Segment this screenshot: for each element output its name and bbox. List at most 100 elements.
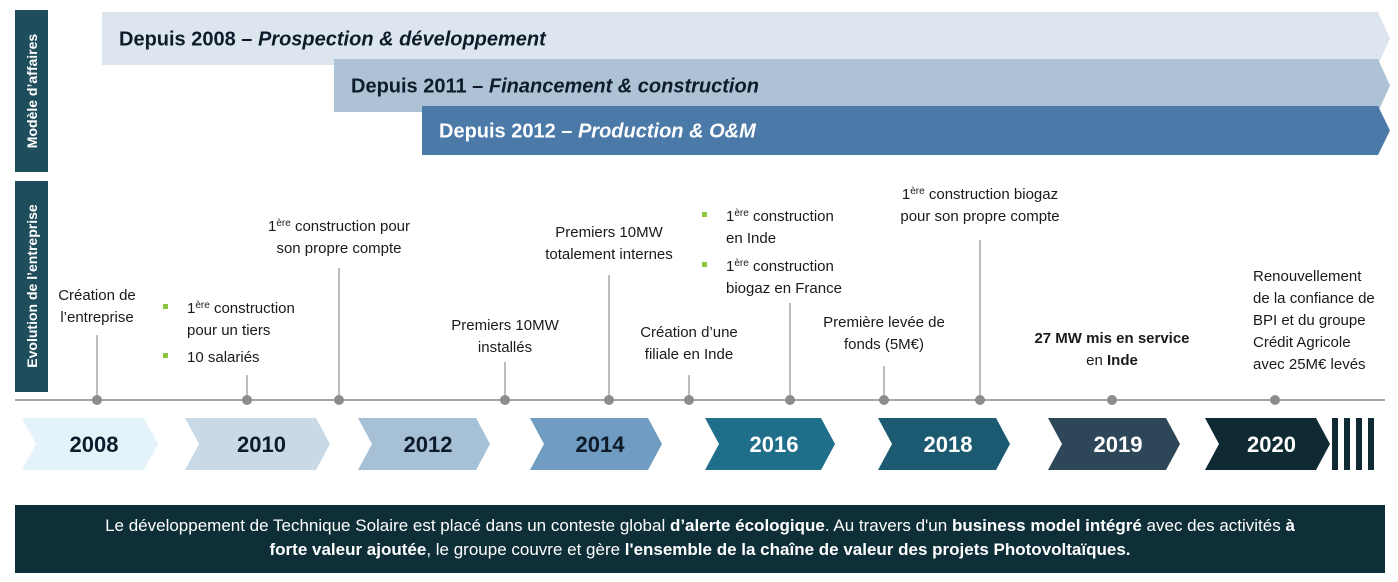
- event-dot: [785, 395, 795, 405]
- event-text: totalement internes: [545, 246, 673, 263]
- text-run: construction: [749, 258, 834, 275]
- superscript: ère: [195, 300, 210, 311]
- event-dot: [242, 395, 252, 405]
- event-text: 1ère construction: [726, 258, 834, 276]
- footer-text: Le développement de Technique Solaire es…: [105, 516, 1295, 535]
- text-run: d’alerte écologique: [670, 516, 825, 535]
- event-text: fonds (5M€): [844, 336, 924, 353]
- bullet-marker: [702, 262, 707, 267]
- bullet-marker: [702, 212, 707, 217]
- text-run: filiale en Inde: [645, 346, 733, 363]
- text-run: 10 salariés: [187, 349, 260, 366]
- event-text: 1ère construction biogaz: [902, 186, 1058, 204]
- footer-box: [15, 505, 1385, 573]
- event-text: en Inde: [726, 230, 776, 247]
- event-text: BPI et du groupe: [1253, 312, 1366, 329]
- business-activity: Production & O&M: [578, 121, 757, 143]
- year-chevron: [530, 418, 662, 470]
- event-text: son propre compte: [276, 240, 401, 257]
- text-run: à: [1285, 516, 1295, 535]
- event-text: Première levée de: [823, 314, 945, 331]
- text-run: installés: [478, 339, 532, 356]
- text-run: biogaz en France: [726, 280, 842, 297]
- stripe: [1332, 418, 1338, 470]
- text-run: 1: [187, 300, 195, 317]
- text-run: Création d’une: [640, 324, 738, 341]
- business-bar: [334, 59, 1390, 112]
- stripe: [1356, 418, 1362, 470]
- year-label: 2014: [576, 432, 626, 457]
- text-run: l'ensemble de la chaîne de valeur des pr…: [625, 540, 1131, 559]
- text-run: 1: [726, 258, 734, 275]
- event-text: filiale en Inde: [645, 346, 733, 363]
- event-dot: [1107, 395, 1117, 405]
- event-text: Renouvellement: [1253, 268, 1362, 285]
- event-text: pour son propre compte: [900, 208, 1059, 225]
- year-chevron: [705, 418, 835, 470]
- superscript: ère: [910, 186, 925, 197]
- text-run: 1: [726, 208, 734, 225]
- event-text: pour un tiers: [187, 322, 270, 339]
- text-run: Le développement de Technique Solaire es…: [105, 516, 670, 535]
- business-label: Depuis 2008 – Prospection & développemen…: [119, 29, 547, 51]
- year-label: 2020: [1247, 432, 1296, 457]
- text-run: BPI et du groupe: [1253, 312, 1366, 329]
- superscript: ère: [734, 208, 749, 219]
- side-label: Modèle d’affaires: [24, 34, 40, 149]
- text-run: son propre compte: [276, 240, 401, 257]
- event-dot: [1270, 395, 1280, 405]
- stripe: [1344, 418, 1350, 470]
- text-run: construction: [749, 208, 834, 225]
- event-text: 10 salariés: [187, 349, 260, 366]
- text-run: avec 25M€ levés: [1253, 356, 1366, 373]
- text-run: business model intégré: [952, 516, 1142, 535]
- text-run: de la confiance de: [1253, 290, 1375, 307]
- event-text: Création de: [58, 287, 136, 304]
- text-run: 1: [902, 186, 910, 203]
- event-text: installés: [478, 339, 532, 356]
- year-chevron: [22, 418, 158, 470]
- business-prefix: Depuis 2012 –: [439, 121, 578, 143]
- text-run: en: [1086, 352, 1107, 369]
- event-text: en Inde: [1086, 352, 1138, 369]
- text-run: pour un tiers: [187, 322, 270, 339]
- business-label: Depuis 2011 – Financement & construction: [351, 76, 759, 98]
- year-label: 2018: [924, 432, 973, 457]
- text-run: , le groupe couvre et gère: [426, 540, 624, 559]
- text-run: construction biogaz: [925, 186, 1058, 203]
- superscript: ère: [276, 218, 291, 229]
- text-run: en Inde: [726, 230, 776, 247]
- event-text: l’entreprise: [60, 309, 133, 326]
- text-run: construction: [210, 300, 295, 317]
- side-label: Evolution de l’entreprise: [24, 204, 40, 368]
- event-text: Création d’une: [640, 324, 738, 341]
- year-chevron: [878, 418, 1010, 470]
- text-run: 1: [268, 218, 276, 235]
- business-activity: Prospection & développement: [258, 29, 547, 51]
- event-dot: [500, 395, 510, 405]
- event-text: 1ère construction: [726, 208, 834, 226]
- year-chevron: [1205, 418, 1330, 470]
- event-text: 1ère construction: [187, 300, 295, 318]
- year-chevron: [1048, 418, 1180, 470]
- business-activity: Financement & construction: [489, 76, 759, 98]
- business-prefix: Depuis 2011 –: [351, 76, 489, 98]
- event-dot: [684, 395, 694, 405]
- text-run: Première levée de: [823, 314, 945, 331]
- business-prefix: Depuis 2008 –: [119, 29, 258, 51]
- text-run: avec des activités: [1142, 516, 1286, 535]
- event-text: Premiers 10MW: [451, 317, 559, 334]
- event-dot: [879, 395, 889, 405]
- text-run: 27 MW mis en service: [1034, 330, 1189, 347]
- event-text: Crédit Agricole: [1253, 334, 1351, 351]
- event-text: biogaz en France: [726, 280, 842, 297]
- year-chevron: [358, 418, 490, 470]
- text-run: Inde: [1107, 352, 1138, 369]
- text-run: Renouvellement: [1253, 268, 1362, 285]
- year-label: 2008: [70, 432, 119, 457]
- year-label: 2016: [750, 432, 799, 457]
- stripe: [1368, 418, 1374, 470]
- text-run: pour son propre compte: [900, 208, 1059, 225]
- year-label: 2019: [1094, 432, 1143, 457]
